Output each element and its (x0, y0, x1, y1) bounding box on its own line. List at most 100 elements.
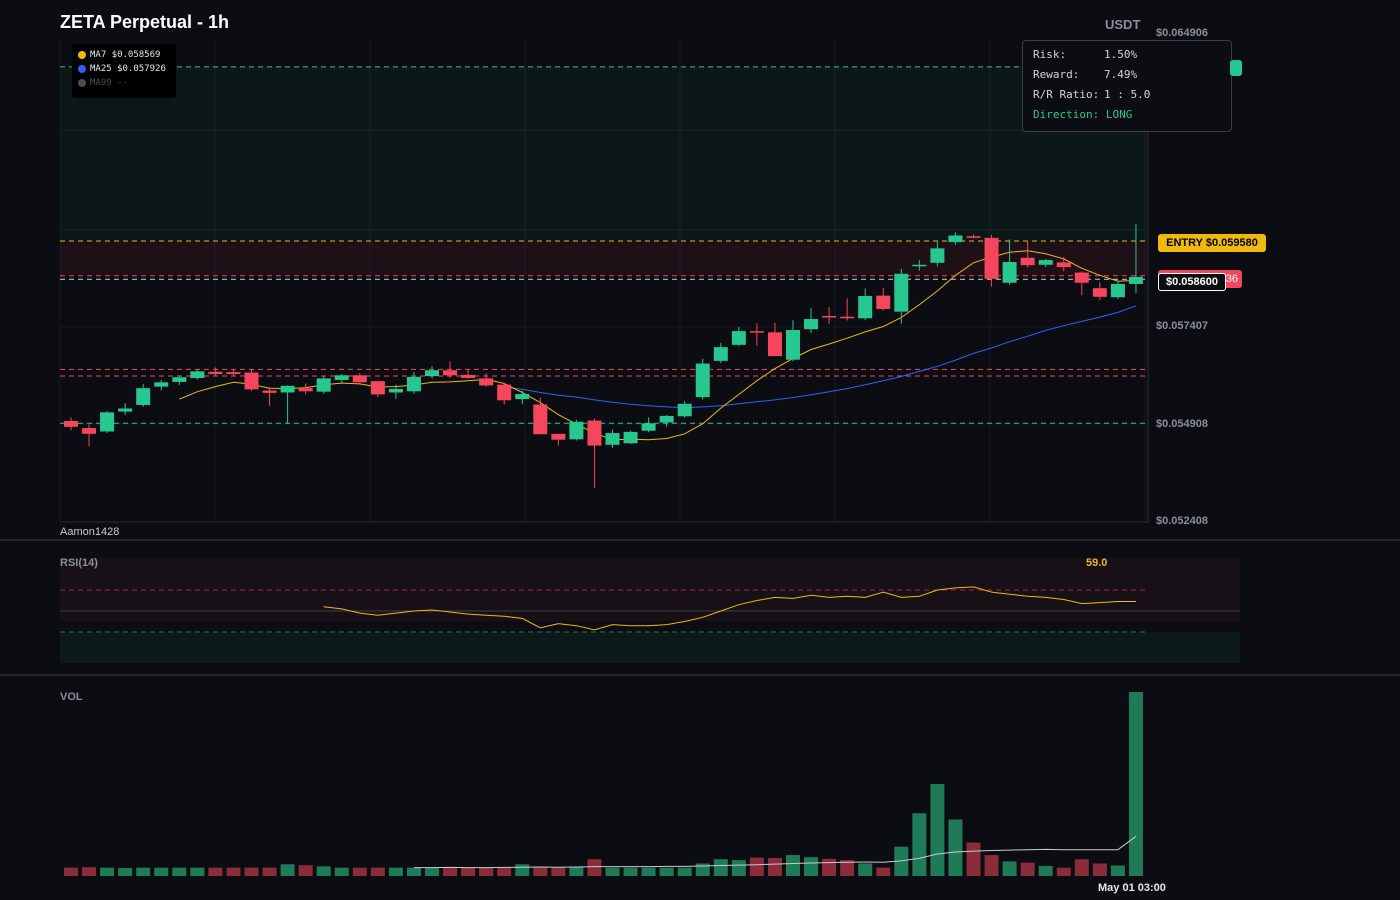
stop-loss-tag-text: 36 (1225, 273, 1238, 285)
volume-bar (118, 868, 133, 876)
legend-item-ma7[interactable]: MA7 $0.058569 (78, 48, 176, 62)
volume-bar (966, 842, 981, 876)
volume-bar (930, 784, 945, 876)
volume-bar (641, 867, 656, 876)
volume-bar (82, 867, 97, 876)
volume-bar (822, 858, 837, 876)
volume-bar (1020, 862, 1035, 876)
take-profit-tag[interactable] (1230, 60, 1242, 76)
rsi-label: RSI(14) (60, 557, 98, 569)
volume-bar (1128, 692, 1143, 876)
candle-up (804, 319, 819, 330)
volume-bar (713, 859, 728, 876)
reward-key: Reward: (1033, 68, 1080, 81)
volume-bar (533, 867, 548, 876)
current-price-tag: $0.058600 (1158, 273, 1226, 291)
candle-down (551, 433, 566, 440)
candle-down (822, 315, 837, 318)
candle-up (641, 423, 656, 431)
candle-up (659, 415, 674, 423)
rsi-line (323, 586, 1136, 631)
candle-down (479, 378, 494, 386)
price-tick-label: $0.064906 (1156, 27, 1208, 39)
candle-up (190, 371, 205, 379)
legend-label: MA7 $0.058569 (90, 50, 161, 60)
candle-down (64, 420, 78, 427)
candle-up (731, 331, 746, 345)
volume-bar (443, 867, 458, 876)
time-tick-label: May 01 03:00 (1098, 882, 1166, 894)
volume-bar (677, 867, 692, 876)
candle-down (262, 390, 277, 393)
rsi-value: 59.0 (1086, 557, 1108, 569)
risk-row: Risk: 1.50% (1033, 45, 1231, 65)
level-lines (60, 66, 1148, 424)
trade-zones (60, 66, 1148, 276)
rr-ratio-value: 1 : 5.0 (1104, 88, 1151, 101)
candle-up (100, 412, 115, 432)
volume-bar (1110, 865, 1125, 876)
candle-down (966, 236, 981, 238)
candle-down (840, 316, 855, 319)
risk-value: 1.50% (1104, 48, 1138, 61)
candle-up (136, 388, 151, 405)
candlesticks (64, 223, 1143, 488)
candle-up (118, 408, 133, 412)
volume-bar (767, 858, 782, 876)
volume-bar (659, 867, 674, 876)
candle-up (334, 375, 349, 380)
candle-up (677, 403, 692, 417)
legend-item-ma25[interactable]: MA25 $0.057926 (78, 62, 176, 76)
volume-bar (388, 867, 403, 876)
candle-up (948, 235, 963, 243)
volume-bar (316, 866, 331, 876)
volume-bar (497, 867, 512, 876)
price-tick-label: $0.057407 (1156, 320, 1208, 332)
volume-bar (1092, 863, 1107, 876)
profit-zone (60, 66, 1148, 241)
volume-bar (858, 863, 873, 876)
candle-down (352, 375, 367, 383)
volume-bar (136, 867, 151, 876)
reward-row: Reward: 7.49% (1033, 65, 1231, 85)
volume-bar (1038, 865, 1053, 876)
candle-down (1092, 288, 1107, 297)
ma25-line (504, 305, 1137, 409)
candle-down (587, 420, 602, 446)
candle-down (82, 427, 97, 434)
candle-up (316, 378, 331, 392)
volume-bar (100, 867, 115, 876)
candle-up (713, 347, 728, 361)
candle-down (244, 372, 259, 390)
candle-down (226, 372, 241, 375)
ma7-color-dot (78, 51, 86, 59)
candle-up (930, 248, 945, 263)
entry-price-tag[interactable]: ENTRY $0.059580 (1158, 234, 1266, 252)
chart-title: ZETA Perpetual - 1h (60, 12, 230, 32)
candle-down (876, 295, 891, 309)
volume-label: VOL (60, 691, 83, 703)
candle-down (767, 332, 782, 357)
rsi-oversold-zone (60, 632, 1240, 663)
volume-bar (731, 860, 746, 876)
loss-zone (60, 240, 1148, 276)
candle-down (443, 370, 458, 376)
volume-bar (172, 867, 187, 876)
candle-down (1056, 262, 1071, 268)
candle-up (515, 394, 530, 400)
volume-bar (425, 867, 439, 876)
candle-down (370, 381, 385, 395)
volume-bar (406, 867, 421, 876)
volume-bar (551, 867, 566, 876)
volume-bar (515, 864, 530, 876)
legend-item-ma99[interactable]: MA99 -- (78, 76, 176, 90)
candle-down (984, 237, 999, 279)
ma-legend: MA7 $0.058569 MA25 $0.057926 MA99 -- (72, 44, 176, 98)
candle-down (461, 374, 476, 379)
legend-label: MA25 $0.057926 (90, 64, 166, 74)
candle-down (533, 404, 548, 435)
volume-bar (370, 867, 385, 876)
candle-up (912, 264, 927, 267)
candle-down (208, 371, 223, 375)
